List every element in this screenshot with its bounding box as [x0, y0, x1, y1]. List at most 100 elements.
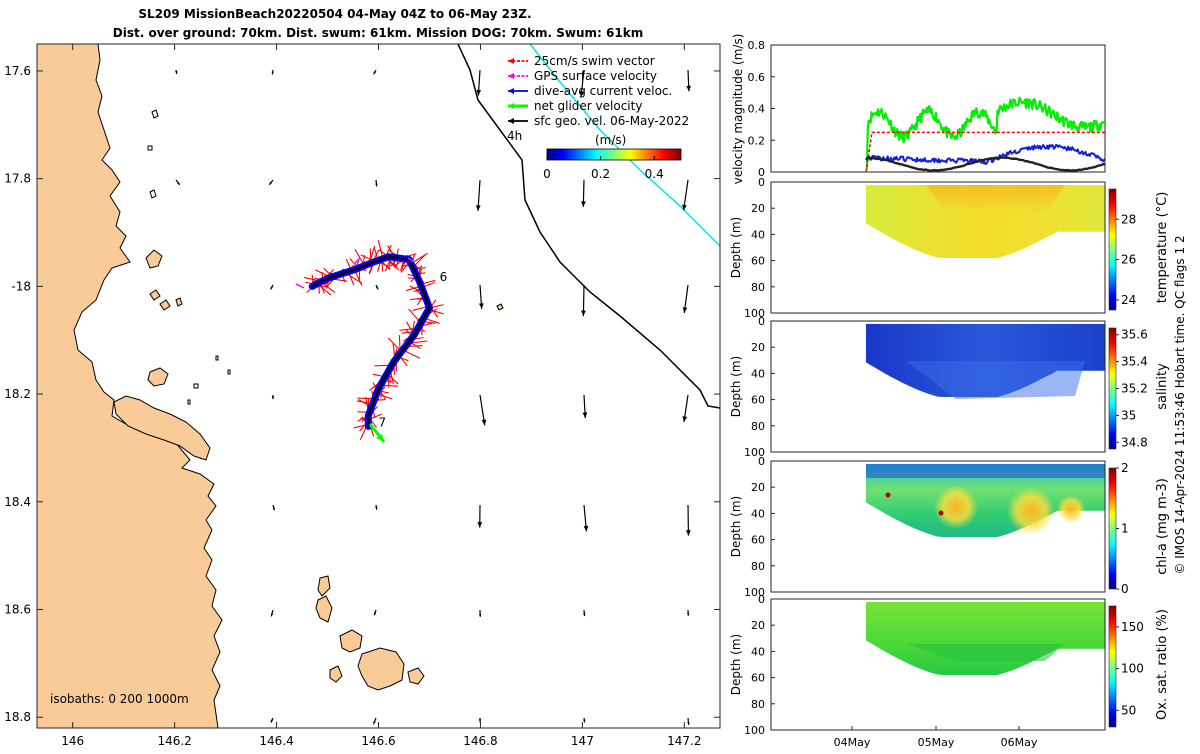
map-y-tick-label: 18.8: [4, 710, 31, 724]
legend-label: sfc geo. vel. 06-May-2022: [534, 114, 689, 128]
legend-label: GPS surface velocity: [534, 69, 657, 83]
profile-colorbar: [1109, 468, 1116, 589]
colorbar-tick-label: 35.4: [1121, 355, 1148, 369]
depth-tick-label: 40: [751, 645, 765, 658]
depth-tick-label: 100: [744, 724, 765, 737]
map-x-tick-label: 146.8: [463, 734, 497, 748]
map-x-tick-label: 146: [61, 734, 84, 748]
depth-axis-label: Depth (m): [729, 356, 743, 417]
time-tick-label: 05May: [918, 736, 955, 749]
figure-title: SL209 MissionBeach20220504 04-May 04Z to…: [138, 7, 531, 21]
warm-surface-layer: [926, 185, 1065, 212]
colorbar-tick-label: 0.2: [591, 167, 610, 181]
velocity-tick-label: 0.6: [748, 71, 766, 84]
velocity-panel: 00.20.40.60.8 velocity magnitude (m/s): [731, 34, 1105, 185]
map-y-tick-label: 18.2: [4, 387, 31, 401]
depth-tick-label: 20: [751, 619, 765, 632]
chl-high-point: [939, 511, 944, 516]
map-x-tick-label: 146.6: [361, 734, 395, 748]
chl-maximum-patch: [1057, 495, 1085, 523]
legend-label: 25cm/s swim vector: [534, 54, 655, 68]
profile-panel: 0 20 40 60 80 100 Depth (m) 50 100 150 Ox. sat. ra…: [729, 593, 1170, 737]
colorbar-tick-label: 50: [1121, 703, 1136, 717]
chl-maximum-patch: [934, 485, 978, 529]
day-label: 6: [440, 270, 448, 284]
map-x-tick-label: 147: [571, 734, 594, 748]
map-y-tick-label: 17.6: [4, 64, 31, 78]
depth-axis-label: Depth (m): [729, 496, 743, 557]
chl-high-point: [886, 493, 891, 498]
colorbar-tick-label: 35: [1121, 408, 1136, 422]
depth-tick-label: 40: [751, 507, 765, 520]
time-tick-label: 06May: [1001, 736, 1038, 749]
colorbar-tick-label: 0: [1121, 582, 1129, 596]
map-panel: 146 146.2 146.4 146.6 146.8 147 147.2 17.6 17.8…: [4, 44, 720, 748]
colorbar-tick-label: 1: [1121, 522, 1129, 536]
depth-tick-label: 60: [751, 394, 765, 407]
colorbar-tick-label: 0.4: [645, 167, 664, 181]
profile-colorbar: [1109, 328, 1116, 449]
map-y-tick-label: 18.6: [4, 603, 31, 617]
map-y-tick-label: -18: [11, 279, 31, 293]
depth-tick-label: 40: [751, 228, 765, 241]
legend-time-label: 4h: [507, 129, 522, 143]
colorbar-tick-label: 100: [1121, 662, 1144, 676]
velocity-tick-label: 0.4: [748, 103, 766, 116]
colorbar-tick-label: 28: [1121, 212, 1136, 226]
colorbar-label: Ox. sat. ratio (%): [1155, 609, 1170, 720]
colorbar-label: temperature (°C): [1155, 192, 1170, 304]
map-y-tick-label: 17.8: [4, 172, 31, 186]
colorbar-tick-label: 35.6: [1121, 328, 1148, 342]
depth-tick-label: 80: [751, 698, 765, 711]
velocity-frame: [771, 45, 1105, 172]
depth-tick-label: 60: [751, 534, 765, 547]
depth-tick-label: 20: [751, 481, 765, 494]
colorbar-units: (m/s): [595, 133, 626, 147]
depth-tick-label: 60: [751, 672, 765, 685]
day-label: 7: [379, 415, 387, 429]
low-chl-surface: [866, 464, 1105, 478]
depth-tick-label: 20: [751, 202, 765, 215]
colorbar-tick-label: 35.2: [1121, 382, 1148, 396]
colorbar-tick-label: 26: [1121, 253, 1136, 267]
depth-tick-label: 60: [751, 255, 765, 268]
depth-tick-label: 40: [751, 367, 765, 380]
legend-label: dive-avg current veloc.: [534, 84, 672, 98]
depth-axis-label: Depth (m): [729, 634, 743, 695]
time-tick-label: 04May: [834, 736, 871, 749]
colorbar-tick-label: 24: [1121, 293, 1136, 307]
map-y-tick-label: 18.4: [4, 495, 31, 509]
depth-tick-label: 20: [751, 341, 765, 354]
colorbar-tick-label: 0: [543, 167, 551, 181]
colorbar-label: chl-a (mg m-3): [1155, 478, 1170, 575]
chl-maximum-patch: [1007, 487, 1055, 535]
map-x-tick-label: 146.4: [259, 734, 293, 748]
depth-tick-label: 80: [751, 560, 765, 573]
depth-tick-label: 80: [751, 281, 765, 294]
velocity-tick-label: 0.2: [748, 134, 766, 147]
imos-footer: © IMOS 14-Apr-2024 11:53:46 Hobart time.…: [1173, 235, 1187, 574]
isobaths-label: isobaths: 0 200 1000m: [50, 692, 189, 706]
depth-axis-label: Depth (m): [729, 217, 743, 278]
depth-tick-label: 80: [751, 420, 765, 433]
map-x-tick-label: 146.2: [157, 734, 191, 748]
velocity-tick-label: 0.8: [748, 39, 766, 52]
figure-subtitle: Dist. over ground: 70km. Dist. swum: 61k…: [113, 26, 643, 40]
legend-label: net glider velocity: [534, 99, 642, 113]
colorbar-tick-label: 150: [1121, 620, 1144, 634]
speed-colorbar: [547, 149, 681, 160]
profile-colorbar: [1109, 606, 1116, 727]
depth-tick-label: 0: [758, 593, 765, 606]
velocity-ylabel: velocity magnitude (m/s): [731, 34, 745, 185]
colorbar-label: salinity: [1155, 363, 1170, 410]
depth-tick-label: 0: [758, 176, 765, 189]
profile-colorbar: [1109, 189, 1116, 310]
map-x-tick-label: 147.2: [667, 734, 701, 748]
colorbar-tick-label: 2: [1121, 461, 1129, 475]
